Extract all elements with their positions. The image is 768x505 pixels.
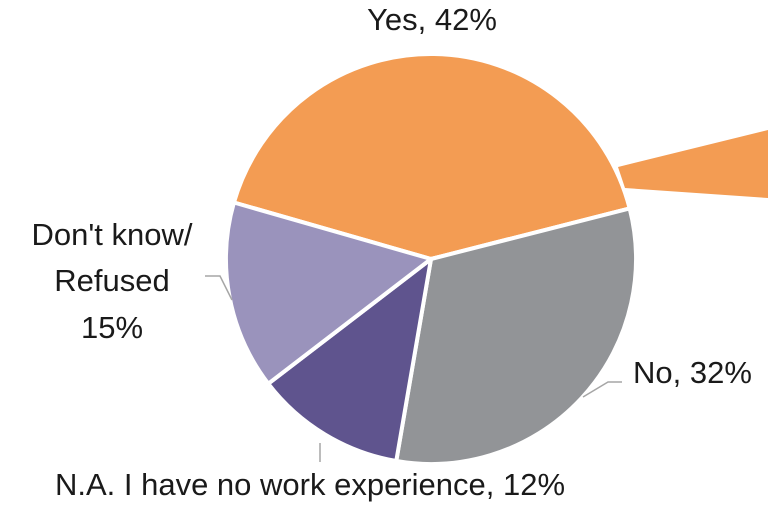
pie-slice-don-t-know-refused <box>224 200 433 386</box>
dontknow-leader-line <box>205 275 233 301</box>
yes-callout-wedge <box>618 130 768 198</box>
pie-slice-n-a-i-have-no-work-experience <box>266 257 433 464</box>
pie-slice-yes <box>231 52 632 261</box>
label-dontknow-line1: Don't know/ <box>32 217 193 252</box>
label-na: N.A. I have no work experience, 12% <box>55 467 565 502</box>
label-dontknow-line3: 15% <box>81 310 143 345</box>
pie-slice-no <box>394 206 638 466</box>
no-leader-line <box>582 381 622 398</box>
label-dontknow-line2: Refused <box>54 263 169 298</box>
label-no: No, 32% <box>633 355 752 390</box>
label-yes: Yes, 42% <box>367 2 497 37</box>
pie-slices <box>224 52 638 466</box>
